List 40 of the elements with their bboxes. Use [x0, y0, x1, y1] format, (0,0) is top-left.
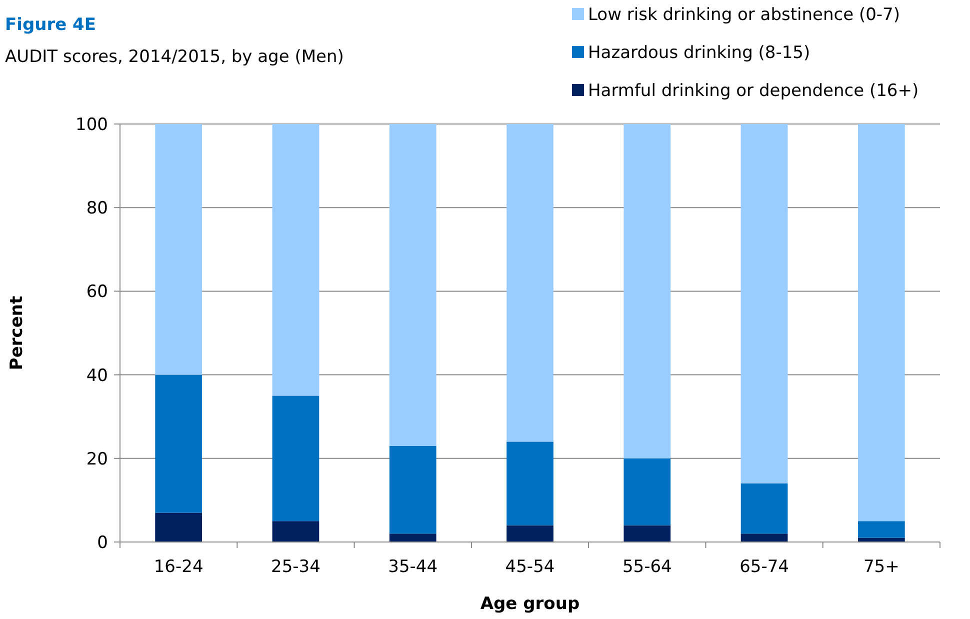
y-tick-label: 60: [86, 282, 108, 302]
bar: [858, 124, 905, 522]
bar: [272, 521, 320, 542]
bar: [624, 458, 671, 526]
y-axis-title: Percent: [7, 296, 27, 370]
bar: [506, 525, 554, 542]
x-tick-label: 35-44: [388, 557, 438, 577]
x-axis-title: Age group: [480, 594, 580, 614]
x-tick-label: 16-24: [154, 557, 204, 577]
bar: [272, 396, 320, 522]
bar: [506, 442, 554, 526]
x-tick-label: 65-74: [740, 557, 789, 577]
bar: [740, 124, 788, 484]
bar: [389, 534, 436, 542]
bar: [389, 446, 436, 534]
x-tick-label: 25-34: [271, 557, 320, 577]
bar: [624, 124, 671, 458]
bar: [155, 512, 202, 542]
y-tick-label: 0: [97, 532, 108, 553]
legend-label: Harmful drinking or dependence (16+): [588, 80, 919, 101]
bar: [624, 525, 671, 542]
y-tick-label: 100: [76, 114, 108, 135]
bar: [506, 124, 554, 442]
x-tick-label: 45-54: [505, 557, 555, 577]
y-tick-label: 40: [86, 366, 108, 386]
x-tick-label: 55-64: [622, 557, 672, 577]
legend-label: Low risk drinking or abstinence (0-7): [588, 4, 900, 25]
bar: [740, 483, 788, 534]
chart-title: Figure 4E: [5, 15, 96, 35]
bar: [858, 521, 905, 538]
y-tick-label: 20: [86, 449, 108, 470]
bar: [155, 124, 202, 375]
x-tick-label: 75+: [863, 557, 900, 577]
legend-label: Hazardous drinking (8-15): [588, 42, 810, 63]
bar: [389, 124, 436, 446]
bar: [155, 374, 202, 513]
bar: [272, 124, 320, 396]
chart-subtitle: AUDIT scores, 2014/2015, by age (Men): [5, 47, 344, 67]
y-tick-label: 80: [86, 198, 108, 219]
bar: [740, 534, 788, 542]
